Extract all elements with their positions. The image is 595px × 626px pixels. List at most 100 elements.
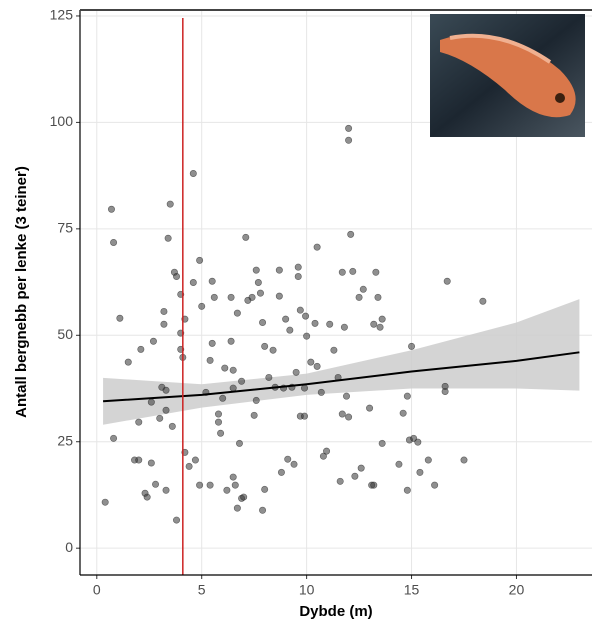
data-point [152,480,160,488]
data-point [349,267,357,275]
data-point [242,233,250,241]
data-point [110,434,118,442]
trend-line [103,351,580,403]
data-point [149,337,157,345]
data-point [296,306,304,314]
data-point [135,418,143,426]
data-point [261,485,269,493]
data-point [416,468,424,476]
photo-inset [430,14,585,137]
data-point [198,302,206,310]
data-point [351,472,359,480]
data-point [189,169,197,177]
y-tick-label: 75 [57,220,73,236]
data-point [313,243,321,251]
data-point [256,289,264,297]
data-point [227,293,235,301]
fish-eye [555,93,565,103]
data-point [229,473,237,481]
data-point [116,314,124,322]
data-point [233,309,241,317]
data-point [250,411,258,419]
data-point [143,493,151,501]
data-point [275,292,283,300]
data-point [233,504,241,512]
data-point [185,462,193,470]
data-point [196,256,204,264]
data-point [441,382,449,390]
data-point [227,337,235,345]
data-point [206,356,214,364]
data-point [248,293,256,301]
data-point [238,377,246,385]
data-point [214,410,222,418]
data-point [347,230,355,238]
data-point [160,307,168,315]
data-point [313,362,321,370]
data-point [378,315,386,323]
data-point [135,456,143,464]
data-point [292,368,300,376]
y-tick-label: 50 [57,326,73,342]
data-point [372,268,380,276]
data-point [229,366,237,374]
data-point [156,414,164,422]
data-point [294,273,302,281]
data-point [374,293,382,301]
data-point [223,486,231,494]
x-tick-label: 0 [93,582,101,598]
data-point [168,422,176,430]
data-point [277,468,285,476]
data-point [355,293,363,301]
data-point [338,410,346,418]
data-point [376,323,384,331]
data-point [357,464,365,472]
data-point [259,319,267,327]
x-tick-label: 10 [299,582,315,598]
data-point [345,124,353,132]
y-tick-label: 125 [50,7,74,23]
data-point [173,516,181,524]
data-point [196,481,204,489]
data-point [265,373,273,381]
data-point [107,205,115,213]
data-point [110,238,118,246]
data-point [189,278,197,286]
data-point [191,456,199,464]
data-point [345,413,353,421]
data-point [137,345,145,353]
data-point [303,332,311,340]
data-point [338,268,346,276]
data-point [479,297,487,305]
data-point [124,358,132,366]
data-point [208,339,216,347]
data-point [221,364,229,372]
data-point [340,323,348,331]
data-point [403,486,411,494]
fish-stripe [449,33,552,64]
data-point [359,285,367,293]
data-point [252,266,260,274]
data-point [301,384,309,392]
data-point [240,493,248,501]
data-point [307,358,315,366]
data-point [311,319,319,327]
data-point [286,326,294,334]
data-point [166,200,174,208]
data-point [323,447,331,455]
data-point [208,277,216,285]
data-point [414,438,422,446]
y-axis-title: Antall bergnebb per lenke (3 teiner) [13,166,30,418]
data-point [294,263,302,271]
data-point [173,273,181,281]
y-tick-label: 0 [65,539,73,555]
data-point [235,439,243,447]
data-point [229,384,237,392]
data-point [162,406,170,414]
data-point [259,506,267,514]
data-point [302,312,310,320]
data-point [231,481,239,489]
data-point [408,342,416,350]
data-point [101,498,109,506]
